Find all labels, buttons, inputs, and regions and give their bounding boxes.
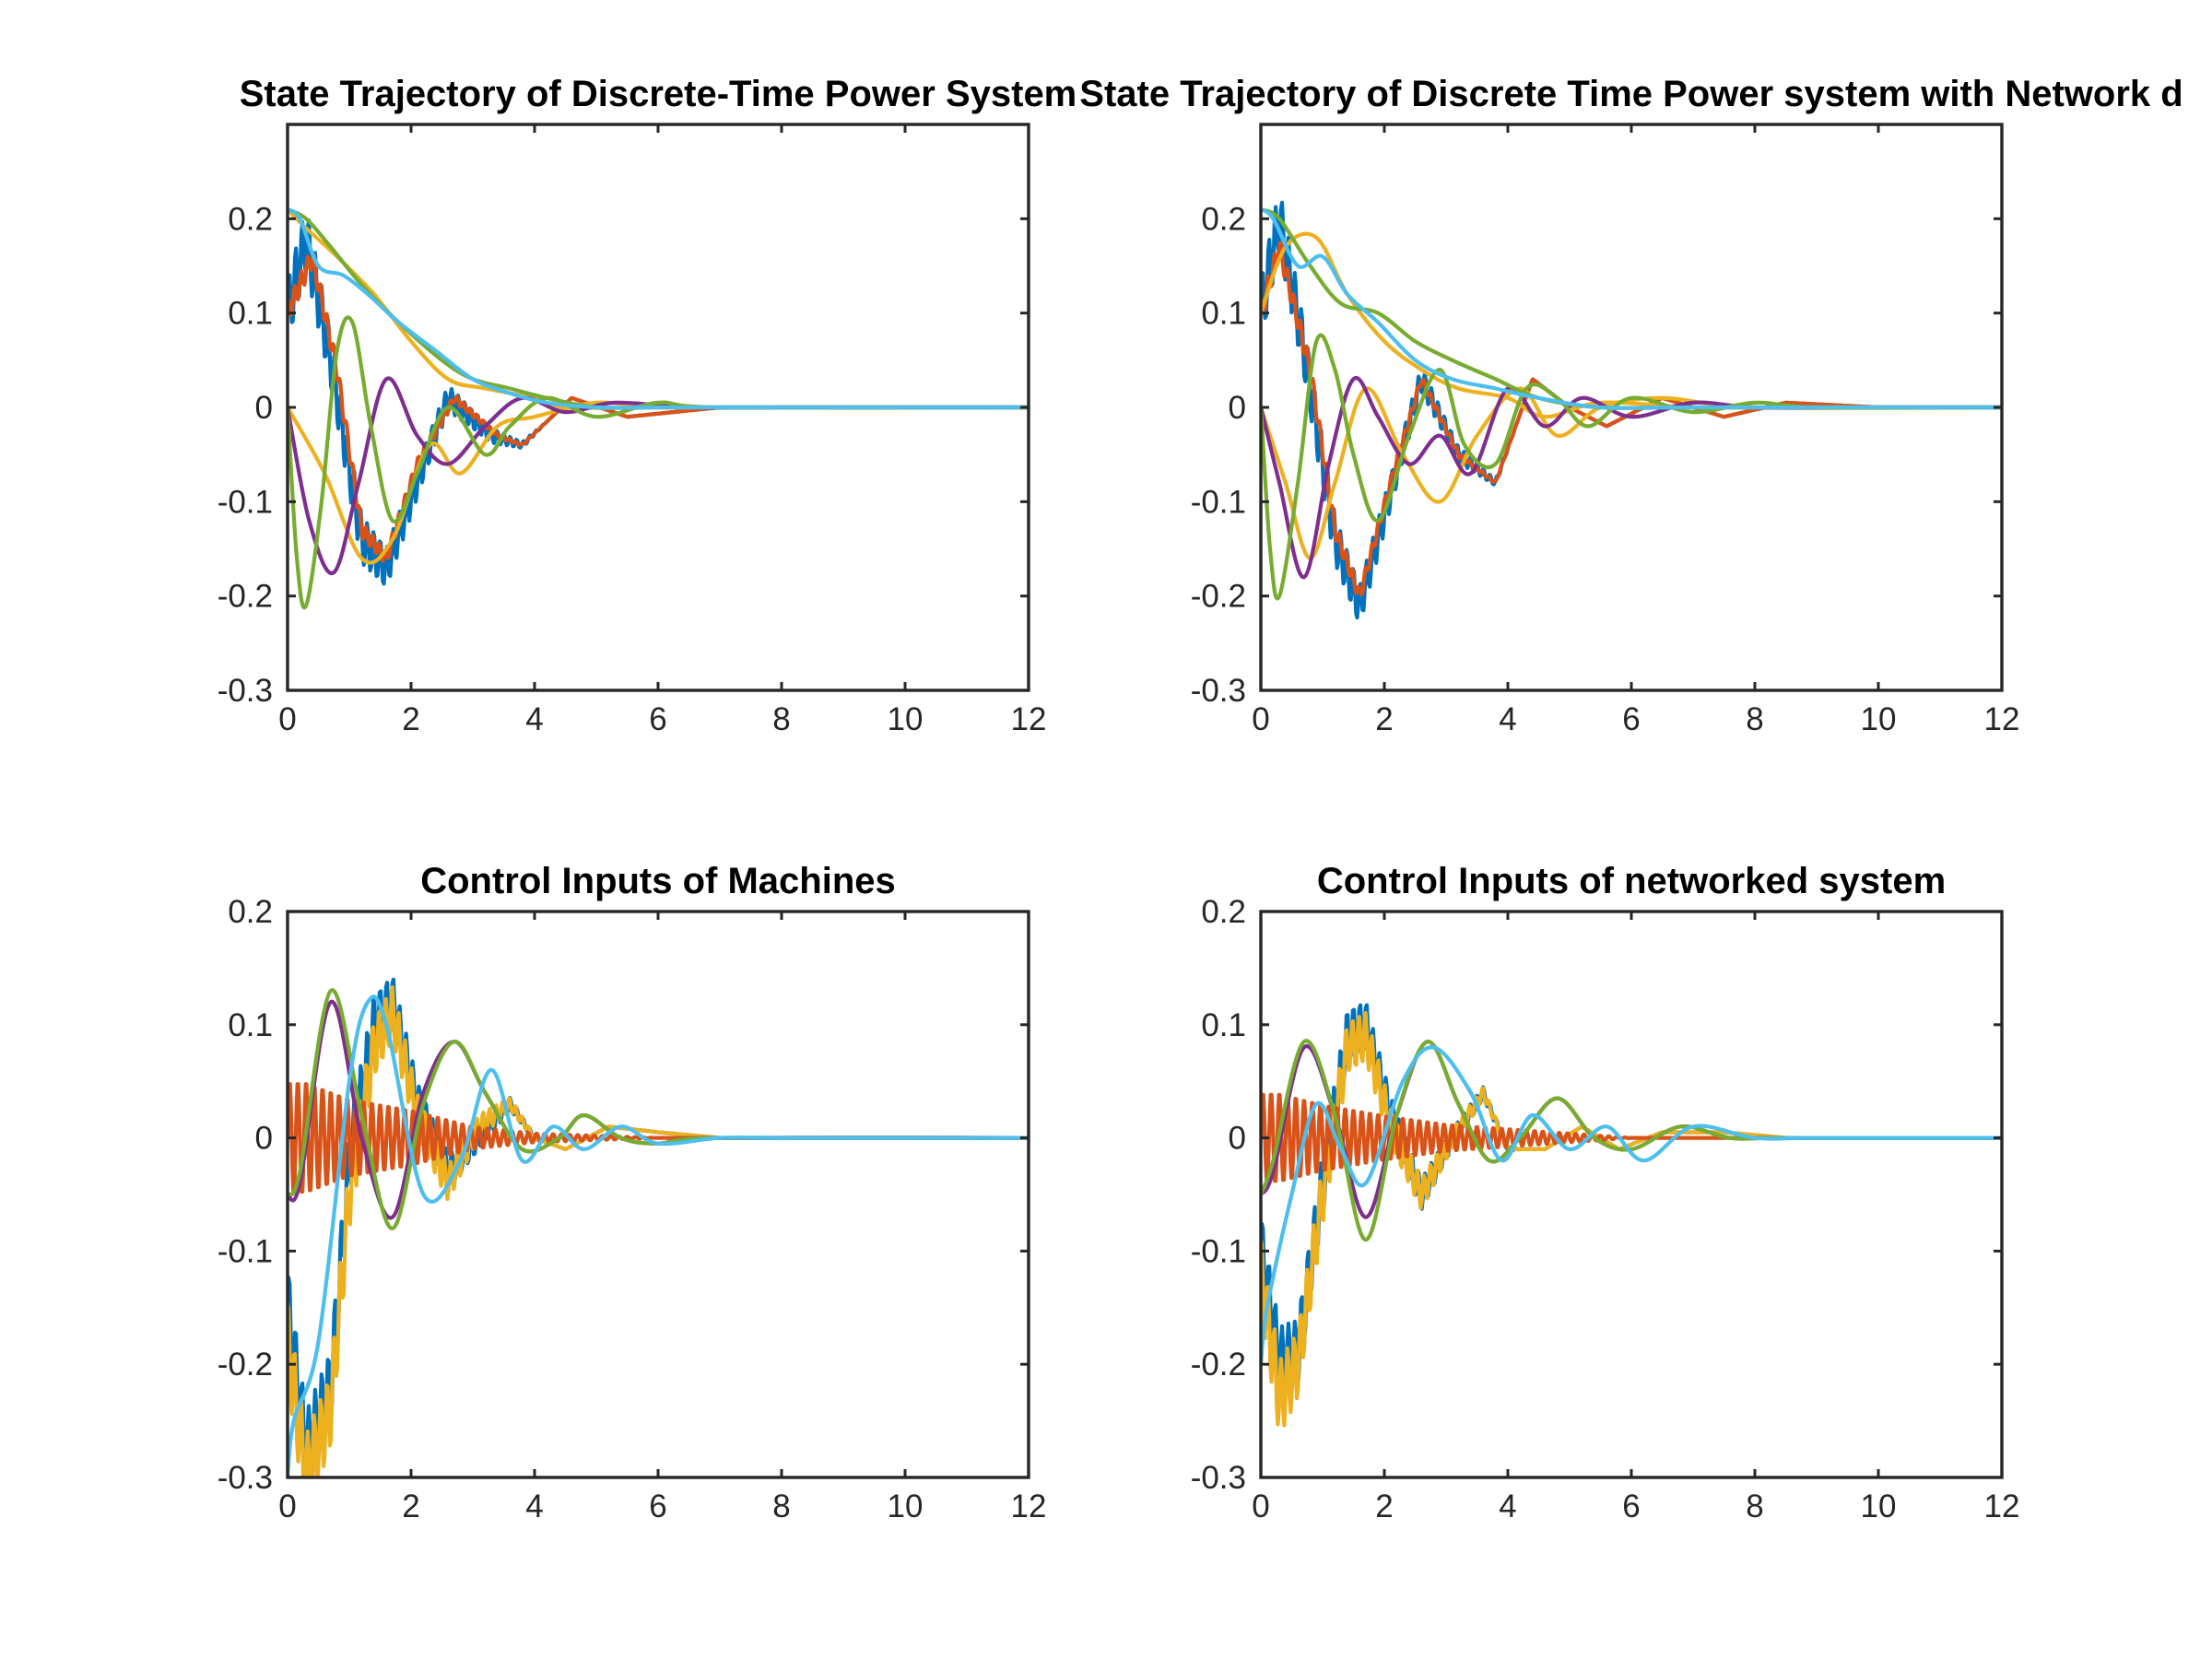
y-tick-label: -0.2 xyxy=(218,1347,273,1382)
y-tick-label: 0.2 xyxy=(228,201,273,237)
y-tick-label: -0.2 xyxy=(1191,579,1246,615)
y-tick-label: -0.3 xyxy=(1191,673,1246,709)
series-line-1 xyxy=(288,977,1029,1477)
axes-title: State Trajectory of Discrete Time Power … xyxy=(1079,74,2183,114)
axes-box xyxy=(1259,910,2004,1479)
x-tick-label: 12 xyxy=(1011,701,1047,737)
y-tick-label: 0.1 xyxy=(1201,296,1246,332)
x-tick-label: 6 xyxy=(1622,701,1640,737)
y-tick-label: 0 xyxy=(1229,390,1246,426)
x-tick-label: 2 xyxy=(402,1488,419,1524)
y-tick-label: -0.1 xyxy=(218,484,273,520)
series-line-8 xyxy=(288,207,1029,410)
series-line-5 xyxy=(1261,1039,2002,1242)
axes-box xyxy=(286,910,1030,1479)
axes-bottom-left: 0 2 4 6 8 10 12 -0.3 -0.2 -0.1 0 0.1 0.2 Control Inpu… xyxy=(218,861,1047,1524)
plot-area xyxy=(1261,200,2002,620)
y-tick-label: 0.2 xyxy=(228,894,273,930)
plot-area xyxy=(1261,1003,2002,1428)
x-tick-label: 8 xyxy=(772,701,790,737)
x-tick-label: 0 xyxy=(278,701,296,737)
plot-area xyxy=(288,207,1029,610)
x-tick-label: 4 xyxy=(1499,1488,1516,1524)
x-tick-label: 0 xyxy=(1252,701,1269,737)
x-tick-label: 10 xyxy=(1861,1488,1897,1524)
x-tick-label: 6 xyxy=(649,1488,666,1524)
series-line-7 xyxy=(288,207,1029,410)
y-tick-label: 0.2 xyxy=(1201,201,1246,237)
x-tick-label: 2 xyxy=(402,701,419,737)
y-tick-label: -0.3 xyxy=(218,673,273,709)
series-line-6 xyxy=(288,315,1029,610)
y-tick-label: 0.1 xyxy=(228,296,273,332)
y-tick-label: -0.1 xyxy=(1191,1233,1246,1269)
axes-title: Control Inputs of Machines xyxy=(420,861,896,901)
x-tick-label: 0 xyxy=(1252,1488,1269,1524)
x-tick-label: 8 xyxy=(1746,1488,1763,1524)
series-line-4 xyxy=(1261,386,2002,560)
y-tick-label: -0.3 xyxy=(1191,1460,1246,1496)
series-line-8 xyxy=(1261,207,2002,410)
plot-area xyxy=(288,977,1029,1477)
y-tick-label: -0.2 xyxy=(1191,1347,1246,1382)
x-tick-label: 4 xyxy=(525,701,543,737)
x-tick-label: 6 xyxy=(1622,1488,1640,1524)
x-tick-label: 10 xyxy=(888,701,924,737)
y-tick-label: -0.1 xyxy=(1191,484,1246,520)
x-tick-label: 8 xyxy=(1746,701,1763,737)
y-tick-label: -0.2 xyxy=(218,579,273,615)
axes-top-right: 0 2 4 6 8 10 12 -0.3 -0.2 -0.1 0 0.1 0.2 State Trajec… xyxy=(1079,74,2183,737)
series-line-6 xyxy=(1261,1045,2002,1367)
series-line-2 xyxy=(288,985,1029,1477)
y-tick-label: 0 xyxy=(255,1121,273,1157)
y-tick-label: 0.1 xyxy=(1201,1007,1246,1043)
axes-bottom-right: 0 2 4 6 8 10 12 -0.3 -0.2 -0.1 0 0.1 0.2 Control Inpu… xyxy=(1191,861,2020,1524)
series-line-6 xyxy=(288,994,1029,1477)
x-tick-label: 0 xyxy=(278,1488,296,1524)
x-tick-label: 12 xyxy=(1984,1488,2020,1524)
y-tick-label: 0 xyxy=(255,390,273,426)
axes-title: Control Inputs of networked system xyxy=(1317,861,1946,901)
axes-title: State Trajectory of Discrete-Time Power … xyxy=(240,74,1077,114)
x-tick-label: 6 xyxy=(649,701,666,737)
x-tick-label: 2 xyxy=(1375,701,1393,737)
y-tick-label: 0.2 xyxy=(1201,894,1246,930)
y-tick-label: 0.1 xyxy=(228,1007,273,1043)
series-line-3 xyxy=(288,207,1029,410)
x-tick-label: 10 xyxy=(1861,701,1897,737)
series-line-2 xyxy=(1261,1011,2002,1428)
x-tick-label: 12 xyxy=(1984,701,2020,737)
axes-top-left: 0 2 4 6 8 10 12 -0.3 -0.2 -0.1 0 0.1 0.2 State Trajec… xyxy=(218,74,1077,737)
x-tick-label: 4 xyxy=(1499,701,1516,737)
x-tick-label: 4 xyxy=(525,1488,543,1524)
x-tick-label: 2 xyxy=(1375,1488,1393,1524)
y-tick-label: -0.1 xyxy=(218,1233,273,1269)
y-tick-label: 0 xyxy=(1229,1121,1246,1157)
series-line-7 xyxy=(1261,207,2002,410)
series-line-6 xyxy=(1261,333,2002,601)
y-tick-label: -0.3 xyxy=(218,1460,273,1496)
x-tick-label: 8 xyxy=(772,1488,790,1524)
x-tick-label: 10 xyxy=(888,1488,924,1524)
x-tick-label: 12 xyxy=(1011,1488,1047,1524)
